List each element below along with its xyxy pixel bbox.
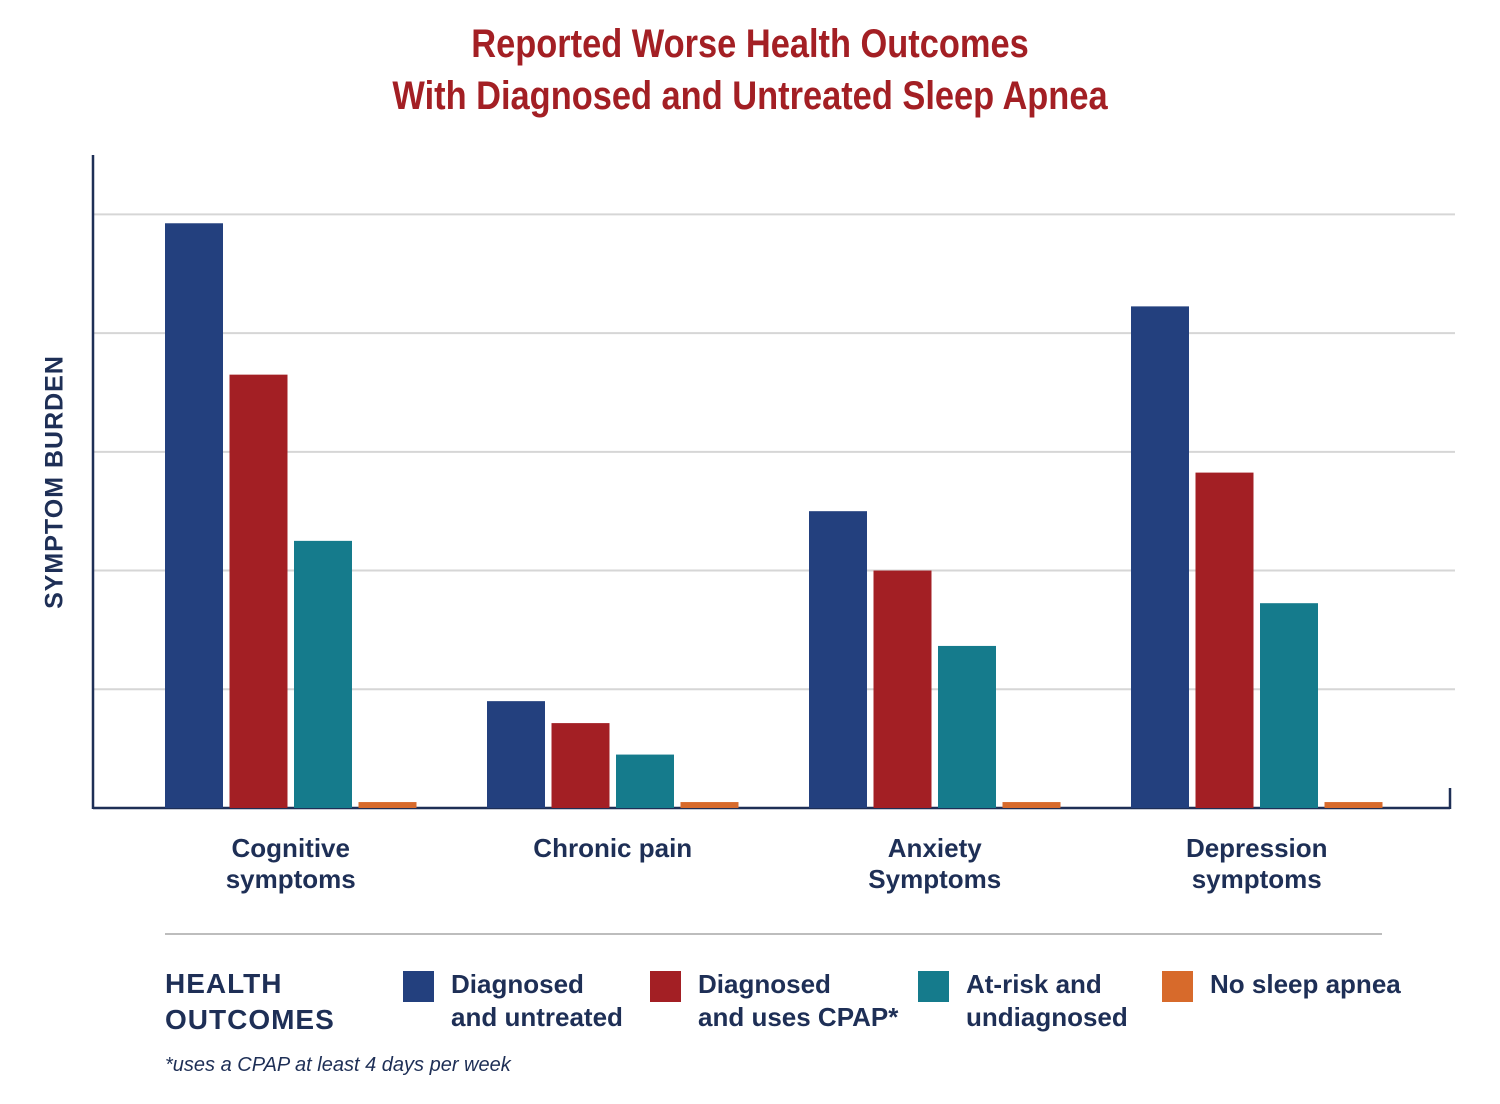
- bar-diagnosed-cpap: [229, 374, 288, 808]
- legend-item-diagnosed-cpap: Diagnosed and uses CPAP*: [650, 968, 918, 1034]
- bar-diagnosed-untreated: [487, 701, 545, 808]
- bar-diagnosed-cpap: [551, 723, 610, 808]
- x-tick-label: Chronic pain: [533, 833, 692, 863]
- bar-diagnosed-untreated: [165, 223, 223, 808]
- bar-diagnosed-cpap: [873, 570, 932, 808]
- legend-swatch: [1162, 971, 1193, 1002]
- bar-at-risk: [616, 754, 674, 808]
- legend-item-no-sleep-apnea: No sleep apnea: [1162, 968, 1430, 1002]
- bar-no-sleep-apnea: [680, 802, 739, 808]
- legend-swatch: [650, 971, 681, 1002]
- bar-diagnosed-untreated: [809, 511, 867, 808]
- legend-title-line1: HEALTH: [165, 968, 283, 999]
- x-tick-label: Cognitive: [232, 833, 350, 863]
- bar-diagnosed-cpap: [1195, 472, 1254, 808]
- legend-item-at-risk: At-risk and undiagnosed: [918, 968, 1186, 1034]
- legend-label: Diagnosed and uses CPAP*: [698, 968, 918, 1034]
- legend-label-line2: and untreated: [451, 1002, 623, 1032]
- bar-at-risk: [294, 540, 352, 808]
- bar-no-sleep-apnea: [1002, 802, 1061, 808]
- footnote: *uses a CPAP at least 4 days per week: [165, 1054, 511, 1076]
- legend-label: At-risk and undiagnosed: [966, 968, 1186, 1034]
- x-tick-label: symptoms: [1192, 864, 1322, 894]
- legend-item-diagnosed-untreated: Diagnosed and untreated: [403, 968, 671, 1034]
- bar-at-risk: [1260, 603, 1318, 808]
- chart-title: Reported Worse Health Outcomes With Diag…: [105, 18, 1395, 122]
- legend-swatch: [918, 971, 949, 1002]
- bar-no-sleep-apnea: [358, 802, 417, 808]
- legend-label-line1: At-risk and: [966, 969, 1102, 999]
- x-tick-label: Anxiety: [888, 833, 982, 863]
- legend-label-line1: No sleep apnea: [1210, 969, 1401, 999]
- legend-label: Diagnosed and untreated: [451, 968, 671, 1034]
- legend-label-line1: Diagnosed: [698, 969, 831, 999]
- x-tick-label: Symptoms: [868, 864, 1001, 894]
- bar-no-sleep-apnea: [1324, 802, 1383, 808]
- legend-label-line1: Diagnosed: [451, 969, 584, 999]
- chart-title-line2: With Diagnosed and Untreated Sleep Apnea: [392, 74, 1108, 118]
- bar-at-risk: [938, 645, 996, 808]
- legend-divider: [165, 933, 1382, 935]
- legend-label-line2: and uses CPAP*: [698, 1002, 899, 1032]
- bar-diagnosed-untreated: [1131, 306, 1189, 808]
- legend-label: No sleep apnea: [1210, 968, 1430, 1001]
- chart-title-line1: Reported Worse Health Outcomes: [471, 22, 1029, 66]
- x-tick-label: symptoms: [226, 864, 356, 894]
- legend-label-line2: undiagnosed: [966, 1002, 1128, 1032]
- legend-swatch: [403, 971, 434, 1002]
- x-tick-label: Depression: [1186, 833, 1328, 863]
- legend-title-line2: OUTCOMES: [165, 1004, 335, 1035]
- legend-title: HEALTH OUTCOMES: [165, 966, 365, 1038]
